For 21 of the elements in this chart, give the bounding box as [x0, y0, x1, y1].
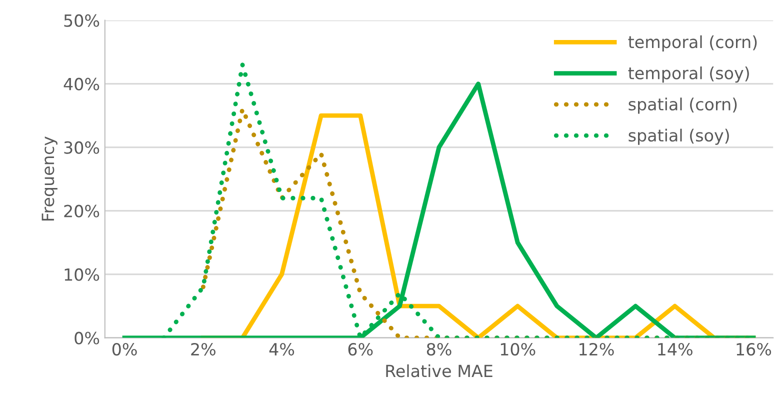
y-tick-label: 30% [64, 141, 100, 154]
y-axis-title: Frequency [42, 136, 58, 220]
y-tick-label: 40% [64, 78, 100, 90]
y-tick-label: 20% [64, 204, 100, 218]
legend-label: spatial (soy) [628, 128, 729, 145]
legend-label: spatial (corn) [628, 98, 737, 114]
y-tick-label: 50% [64, 14, 100, 27]
x-tick-label: 14% [658, 342, 692, 356]
x-tick-label: 8% [426, 342, 452, 356]
legend-label: temporal (corn) [628, 35, 757, 52]
x-tick-label: 16% [736, 342, 772, 356]
y-tick-label: 0% [74, 332, 100, 344]
x-tick-label: 4% [269, 342, 294, 356]
legend-label: temporal (soy) [628, 66, 749, 83]
x-tick-label: 6% [348, 342, 373, 356]
x-axis-title: Relative MAE [386, 364, 492, 378]
x-tick-label: 12% [580, 342, 614, 356]
y-tick-label: 10% [64, 268, 100, 281]
x-tick-label: 2% [191, 342, 216, 356]
x-tick-label: 0% [112, 342, 137, 356]
x-tick-label: 10% [500, 342, 536, 356]
